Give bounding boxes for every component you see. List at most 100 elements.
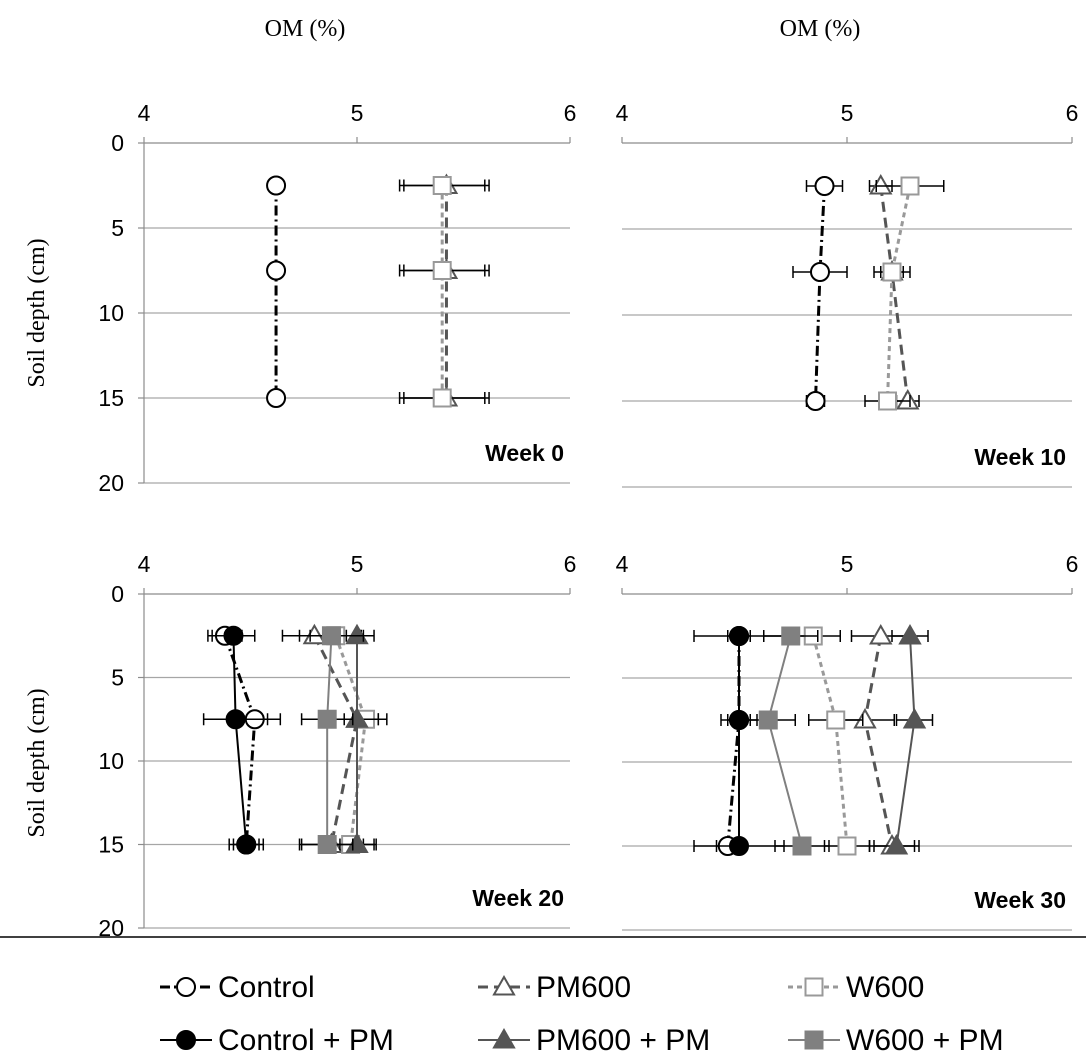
x-tick-label: 5 [351,551,364,577]
data-point [345,623,369,645]
data-point [302,623,327,645]
legend-marker [492,974,516,996]
legend-marker [804,977,824,997]
panel-title: Week 0 [485,440,564,466]
data-point [837,836,857,856]
series-control [266,175,287,408]
legend-marker [176,1030,196,1050]
series-control-pm [693,626,785,856]
y-axis-title-top: Soil depth (cm) [24,238,50,387]
data-point [814,176,835,196]
data-point [878,391,897,411]
data-point [805,391,826,411]
y-tick-label: 10 [98,300,124,326]
data-point [810,262,830,282]
legend-marker [176,977,196,997]
series-line [879,185,910,402]
series-line [767,635,803,847]
panel-title: Week 20 [472,885,564,911]
x-tick-label: 6 [564,551,577,577]
data-point [902,707,927,729]
x-tick-label: 6 [1066,100,1079,126]
series-pm600 [403,173,490,407]
series-w600-pm [740,626,830,856]
data-point [869,173,893,195]
legend-entry: PM600 + PM [478,1024,710,1057]
data-point [898,623,922,645]
data-point [900,176,920,196]
series-w600 [864,176,945,411]
data-point [869,623,893,645]
y-tick-label: 20 [98,470,124,496]
data-point [882,262,902,282]
legend-label: PM600 + PM [536,1024,710,1057]
series-w600 [309,626,388,854]
data-point [896,388,920,410]
series-line [313,635,359,845]
legend-entry: PM600 [478,971,631,1004]
y-tick-label: 0 [111,130,124,156]
y-tick-label: 15 [98,385,124,411]
data-point [758,710,778,730]
data-point [729,626,749,646]
data-point [853,707,877,729]
panel-title: Week 10 [974,444,1066,470]
top-axis-title-right: OM (%) [780,16,861,42]
data-point [223,625,244,646]
data-point [225,709,246,730]
series-pm600-pm [873,623,934,855]
data-point [266,175,287,196]
y-tick-label: 5 [111,215,124,241]
series-pm600-pm [334,623,380,853]
legend-entry: Control + PM [160,1024,394,1057]
x-tick-label: 4 [138,551,151,577]
data-point [236,834,257,855]
series-line [726,636,741,847]
data-point [321,626,341,646]
x-tick-label: 6 [564,100,577,126]
y-tick-label: 15 [98,832,124,858]
series-line [232,635,248,845]
legend-label: W600 [846,971,924,1004]
legend-marker [804,1030,824,1050]
legend-entry: W600 + PM [788,1024,1004,1057]
x-tick-label: 4 [616,100,629,126]
series-line [863,635,894,847]
y-tick-label: 10 [98,748,124,774]
x-tick-label: 4 [616,551,629,577]
data-point [317,835,337,854]
series-line [895,635,916,847]
x-tick-label: 5 [841,100,854,126]
legend-label: Control + PM [218,1024,394,1057]
data-point [317,709,337,729]
panel-1: 4 5 6 0 5 10 15 20 Week 0 [98,100,576,496]
series-line [811,635,849,847]
data-point [432,261,452,280]
legend-label: PM600 [536,971,631,1004]
panel-4: 4 5 6 Week 30 [616,551,1079,931]
series-pm600 [868,173,920,410]
x-tick-label: 5 [841,551,854,577]
data-point [792,836,812,856]
series-w600-pm [298,626,365,854]
legend-label: Control [218,971,315,1004]
data-point [729,836,749,856]
series-pm600 [835,623,916,855]
data-point [432,388,452,408]
series-control-pm [202,625,269,855]
data-point [826,710,846,730]
series-line [223,635,257,845]
data-point [781,626,801,646]
x-tick-label: 6 [1066,551,1079,577]
series-line [886,185,912,402]
series-w600 [398,176,486,408]
data-point [432,176,452,195]
series-w600 [785,626,871,856]
y-axis-title-bottom: Soil depth (cm) [24,688,50,837]
series-line [334,635,368,845]
legend-entry: W600 [788,971,924,1004]
legend-entry: Control [160,971,315,1004]
